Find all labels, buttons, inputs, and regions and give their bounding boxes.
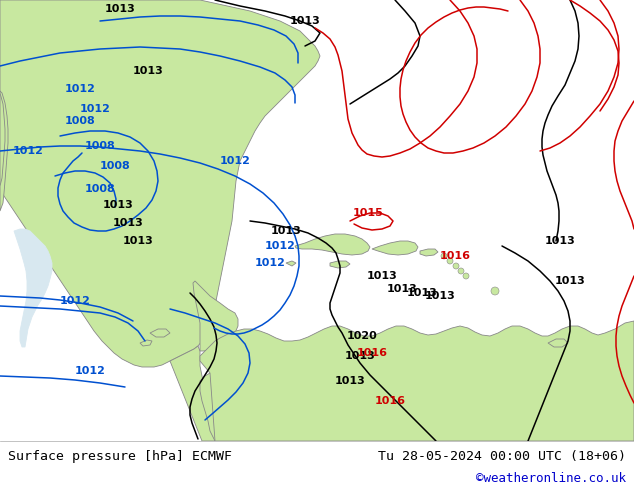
- Text: 1015: 1015: [353, 208, 384, 218]
- Text: 1012: 1012: [60, 296, 91, 306]
- Polygon shape: [330, 261, 350, 268]
- Text: 1012: 1012: [255, 258, 285, 268]
- Text: 1008: 1008: [84, 184, 115, 194]
- Text: 1013: 1013: [335, 376, 365, 386]
- Text: 1013: 1013: [271, 226, 301, 236]
- Text: 1016: 1016: [356, 348, 387, 358]
- Polygon shape: [0, 91, 8, 211]
- Text: ©weatheronline.co.uk: ©weatheronline.co.uk: [476, 471, 626, 485]
- Text: 1013: 1013: [103, 200, 133, 210]
- Text: 1013: 1013: [105, 4, 136, 14]
- Circle shape: [441, 253, 447, 259]
- Circle shape: [463, 273, 469, 279]
- Text: 1008: 1008: [65, 116, 95, 126]
- Circle shape: [458, 268, 464, 274]
- Text: 1013: 1013: [406, 288, 437, 298]
- Polygon shape: [150, 329, 170, 337]
- Text: 1013: 1013: [290, 16, 320, 26]
- Text: 1012: 1012: [65, 84, 96, 94]
- Text: 1013: 1013: [366, 271, 398, 281]
- Text: Tu 28-05-2024 00:00 UTC (18+06): Tu 28-05-2024 00:00 UTC (18+06): [378, 449, 626, 463]
- Circle shape: [447, 258, 453, 264]
- Circle shape: [453, 263, 459, 269]
- Text: 1008: 1008: [100, 161, 131, 171]
- Text: 1012: 1012: [264, 241, 295, 251]
- Polygon shape: [420, 249, 438, 256]
- Polygon shape: [548, 339, 568, 347]
- Text: 1012: 1012: [75, 366, 105, 376]
- Text: 1016: 1016: [375, 396, 406, 406]
- Text: Surface pressure [hPa] ECMWF: Surface pressure [hPa] ECMWF: [8, 449, 232, 463]
- Polygon shape: [295, 234, 370, 255]
- Text: 1012: 1012: [79, 104, 110, 114]
- Text: 1013: 1013: [387, 284, 417, 294]
- Polygon shape: [14, 229, 52, 347]
- Text: 1012: 1012: [219, 156, 250, 166]
- Polygon shape: [140, 340, 152, 346]
- Text: 1008: 1008: [84, 141, 115, 151]
- Text: 1013: 1013: [545, 236, 576, 246]
- Text: 1013: 1013: [133, 66, 164, 76]
- Text: 1013: 1013: [425, 291, 455, 301]
- Polygon shape: [0, 0, 320, 367]
- Polygon shape: [200, 356, 634, 441]
- Text: 1013: 1013: [345, 351, 375, 361]
- Circle shape: [491, 287, 499, 295]
- Polygon shape: [170, 346, 221, 441]
- Text: 1013: 1013: [555, 276, 585, 286]
- Polygon shape: [200, 321, 634, 441]
- Text: 1013: 1013: [122, 236, 153, 246]
- Text: 1013: 1013: [113, 218, 143, 228]
- Text: 1016: 1016: [439, 251, 470, 261]
- Polygon shape: [286, 261, 296, 266]
- Polygon shape: [193, 281, 238, 351]
- Text: 1012: 1012: [13, 146, 44, 156]
- Text: 1020: 1020: [347, 331, 377, 341]
- Polygon shape: [372, 241, 418, 255]
